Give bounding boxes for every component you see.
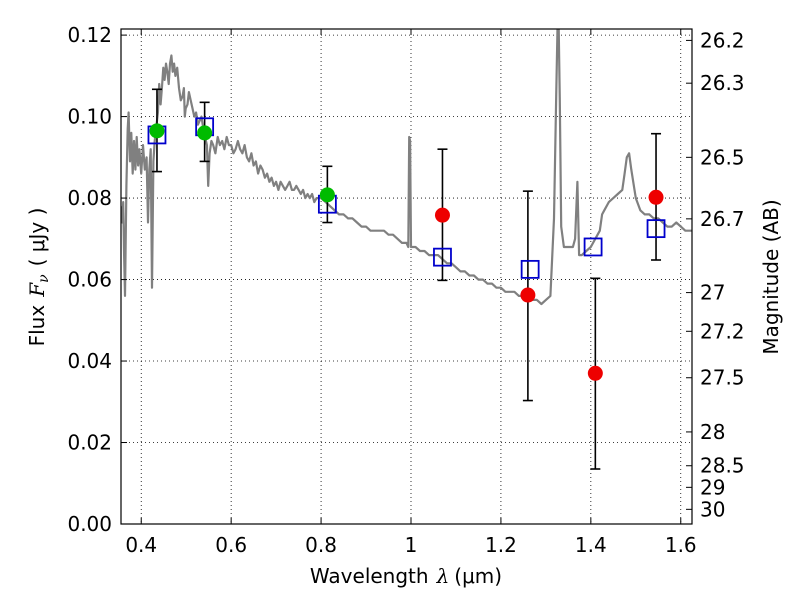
plot-area [121, 29, 692, 306]
x-tick-label: 1.6 [665, 533, 697, 557]
y-tick-label: 0.12 [67, 23, 112, 47]
y2-tick-label: 26.3 [700, 71, 745, 95]
y2-tick-label: 26.2 [700, 28, 745, 52]
x-tick-label: 0.4 [125, 533, 157, 557]
y-tick-label: 0.06 [67, 268, 112, 292]
y-axis-title: FluxFν( μJy ) [25, 208, 52, 347]
x-tick-label: 0.8 [305, 533, 337, 557]
grid-lines [121, 29, 692, 525]
spectrum-line [121, 29, 692, 306]
y-tick-label: 0.00 [67, 512, 112, 536]
model-photometry-square [520, 259, 540, 279]
y2-tick-label: 27 [700, 281, 725, 305]
y-tick-label: 0.10 [67, 105, 112, 129]
y2-tick-label: 30 [700, 497, 725, 521]
x-tick-label: 1 [405, 533, 418, 557]
model-photometry-square [433, 247, 452, 267]
model-photometry-square [646, 219, 666, 239]
model-photometry-square [583, 237, 603, 257]
flux-point [587, 365, 603, 381]
y2-tick-label: 27.2 [700, 319, 745, 343]
y2-tick-label: 28.5 [700, 454, 745, 478]
flux-point [319, 187, 335, 203]
x-tick-label: 0.6 [215, 533, 247, 557]
flux-point [520, 287, 536, 303]
tick-marks [121, 29, 692, 525]
y2-tick-label: 28 [700, 420, 725, 444]
y2-tick-label: 26.7 [700, 207, 745, 231]
flux-point [149, 123, 165, 139]
flux-point [197, 125, 213, 141]
y-tick-label: 0.04 [67, 349, 112, 373]
flux-point [648, 189, 664, 205]
y2-tick-label: 26.5 [700, 145, 745, 169]
y-tick-label: 0.08 [67, 186, 112, 210]
axes-frame [120, 28, 693, 525]
x-tick-label: 1.4 [575, 533, 607, 557]
flux-point [434, 207, 450, 223]
y2-tick-label: 29 [700, 475, 725, 499]
x-tick-label: 1.2 [485, 533, 517, 557]
tick-labels: 0.4 0.6 0.8 1 1.2 1.4 1.6 0.00 0.02 0.04 0.06 0.08 0… [67, 23, 744, 557]
markers-layer [147, 88, 666, 470]
x-axis-title: Wavelength λ (μm) [310, 564, 502, 588]
y2-tick-label: 27.5 [700, 366, 745, 390]
y2-axis-title: Magnitude (AB) [759, 199, 783, 354]
y-tick-label: 0.02 [67, 431, 112, 455]
